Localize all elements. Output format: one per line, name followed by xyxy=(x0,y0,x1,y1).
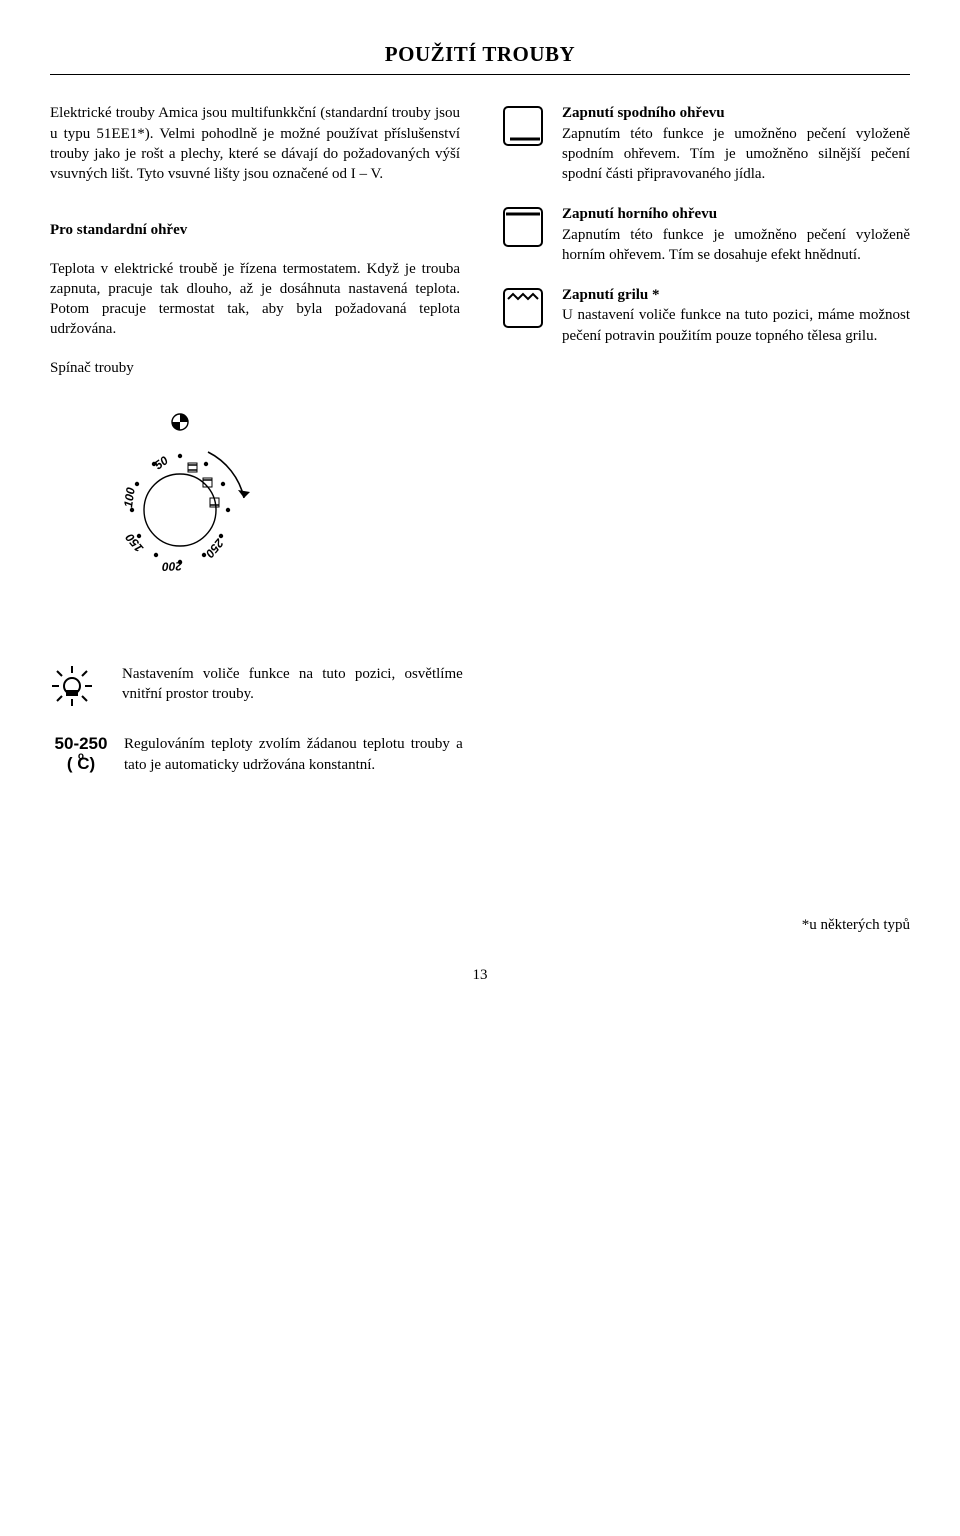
thermostat-paragraph: Teplota v elektrické troubě je řízena te… xyxy=(50,259,460,340)
temp-text: Regulováním teploty zvolím žádanou teplo… xyxy=(124,734,463,775)
light-row: Nastavením voliče funkce na tuto pozici,… xyxy=(50,664,463,714)
bottom-section: Nastavením voliče funkce na tuto pozici,… xyxy=(50,664,463,775)
dial-inner-circle xyxy=(144,474,216,546)
grill-icon xyxy=(500,285,550,346)
bottom-heat-icon xyxy=(500,103,550,184)
temp-row: 50-250 ( C)o Regulováním teploty zvolím … xyxy=(50,734,463,775)
svg-text:100: 100 xyxy=(121,486,138,508)
temp-range-label: 50-250 ( C)o xyxy=(50,734,112,775)
dial-arrow-arc xyxy=(208,452,244,498)
dial-numbers: 50 100 150 200 250 xyxy=(121,453,227,574)
top-heat-icon xyxy=(500,204,550,265)
intro-paragraph: Elektrické trouby Amica jsou multifunkkč… xyxy=(50,103,460,184)
grill-text: Zapnutí grilu * U nastavení voliče funkc… xyxy=(562,285,910,346)
bottom-heat-row: Zapnutí spodního ohřevu Zapnutím této fu… xyxy=(500,103,910,184)
light-text: Nastavením voliče funkce na tuto pozici,… xyxy=(122,664,463,714)
footnote: *u některých typů xyxy=(50,915,910,935)
svg-text:200: 200 xyxy=(162,559,184,574)
title-rule xyxy=(50,74,910,75)
dial-diagram: 50 100 150 200 250 xyxy=(90,408,460,604)
dial-marker-icon xyxy=(172,414,188,430)
svg-text:150: 150 xyxy=(122,530,146,555)
dial-arrow-head xyxy=(238,490,250,498)
page-number: 13 xyxy=(50,965,910,985)
left-column: Elektrické trouby Amica jsou multifunkkč… xyxy=(50,103,460,624)
grill-row: Zapnutí grilu * U nastavení voliče funkc… xyxy=(500,285,910,346)
svg-text:250: 250 xyxy=(203,535,227,560)
right-column: Zapnutí spodního ohřevu Zapnutím této fu… xyxy=(500,103,910,624)
svg-text:50: 50 xyxy=(152,453,171,472)
heading-standard-heat: Pro standardní ohřev xyxy=(50,220,460,240)
bottom-heat-text: Zapnutí spodního ohřevu Zapnutím této fu… xyxy=(562,103,910,184)
two-column-layout: Elektrické trouby Amica jsou multifunkkč… xyxy=(50,103,910,624)
top-heat-row: Zapnutí horního ohřevu Zapnutím této fun… xyxy=(500,204,910,265)
top-heat-text: Zapnutí horního ohřevu Zapnutím této fun… xyxy=(562,204,910,265)
switch-label: Spínač trouby xyxy=(50,358,460,378)
page-title: POUŽITÍ TROUBY xyxy=(50,40,910,68)
light-icon xyxy=(50,664,110,714)
